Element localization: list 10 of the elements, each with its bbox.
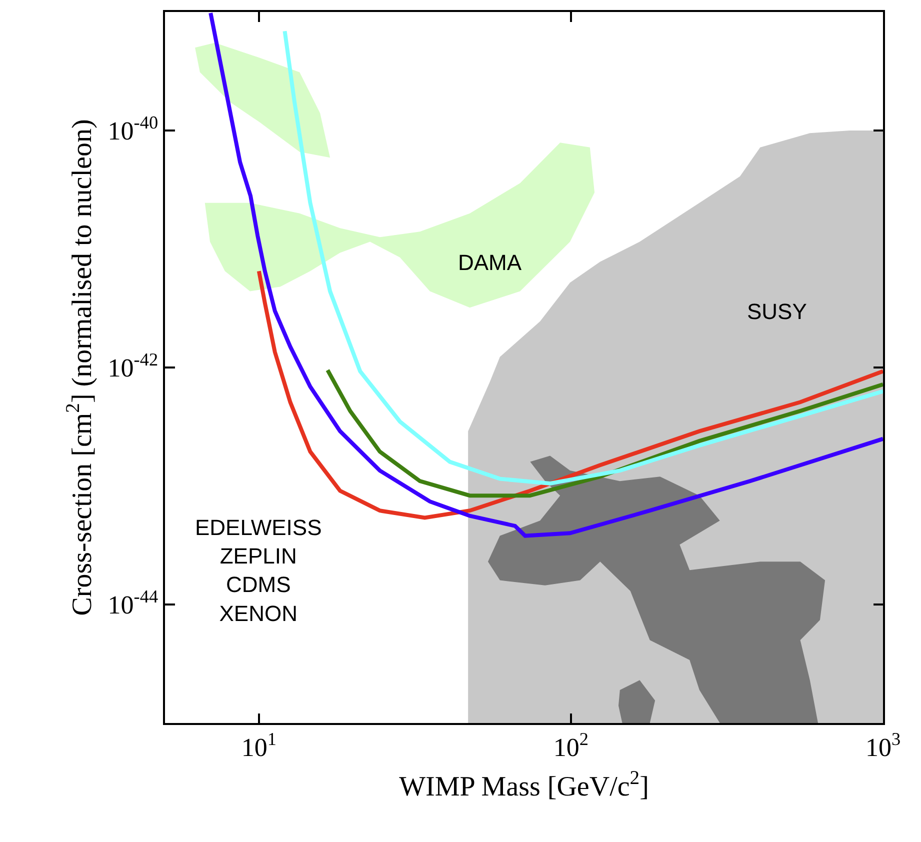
y-tick-label: 10$^{-44}$ xyxy=(108,586,158,620)
x-tick-label: 10$^{3}$ xyxy=(865,729,901,762)
annotation: SUSY xyxy=(747,299,808,324)
annotation: EDELWEISS ZEPLIN CDMS XENON xyxy=(195,515,322,626)
y-tick-label: 10$^{-42}$ xyxy=(108,350,158,383)
x-axis-title: WIMP Mass [GeV/c$^{2}$] xyxy=(399,768,649,803)
y-tick-label: 10$^{-40}$ xyxy=(108,112,158,146)
annotation: DAMA xyxy=(458,250,522,275)
x-tick-label: 10$^{1}$ xyxy=(241,729,276,762)
x-tick-label: 10$^{2}$ xyxy=(553,729,589,762)
